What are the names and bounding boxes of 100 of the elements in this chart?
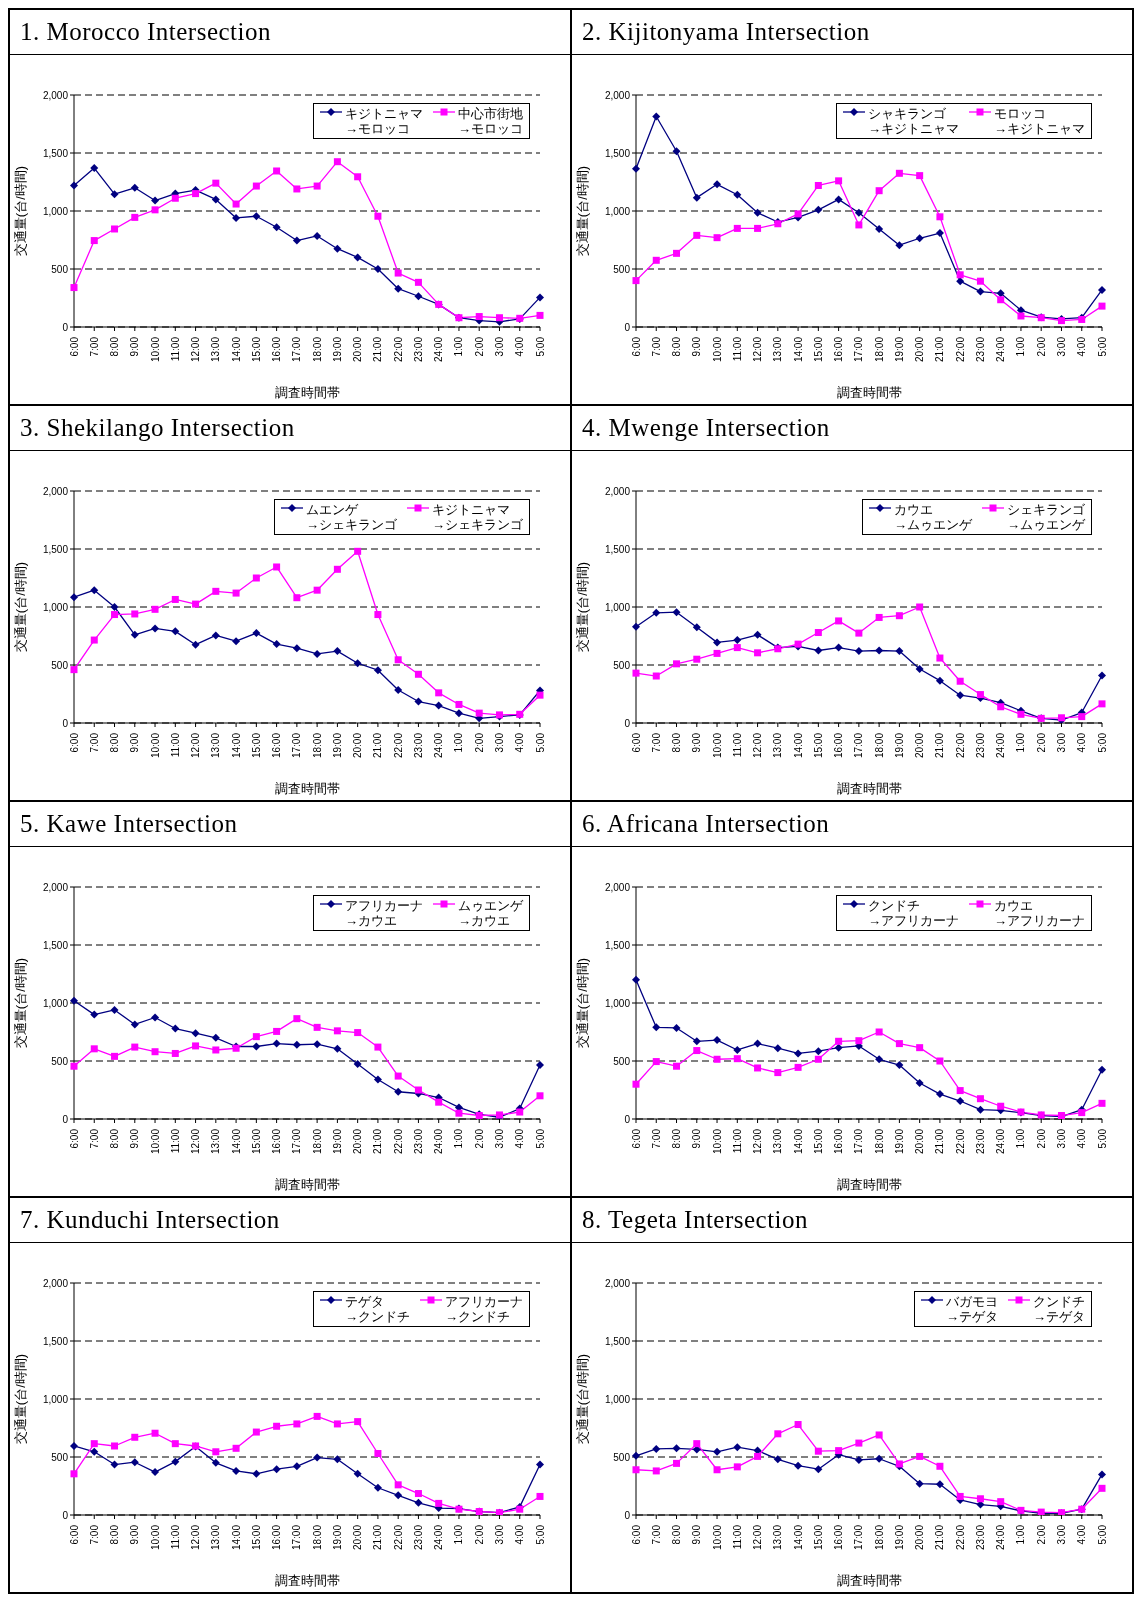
x-tick-label: 10:00 bbox=[711, 1128, 723, 1155]
y-tick-label: 500 bbox=[51, 1451, 69, 1463]
x-tick-label: 3:00 bbox=[1055, 1524, 1067, 1545]
chart-title: 5. Kawe Intersection bbox=[10, 802, 570, 847]
x-tick-label: 3:00 bbox=[493, 732, 505, 753]
x-tick-label: 24:00 bbox=[995, 336, 1007, 363]
y-tick-label: 2,000 bbox=[42, 485, 69, 497]
x-tick-label: 7:00 bbox=[650, 1524, 662, 1545]
x-tick-label: 3:00 bbox=[493, 1524, 505, 1545]
x-tick-label: 19:00 bbox=[331, 1128, 343, 1155]
x-tick-label: 1:00 bbox=[453, 732, 465, 753]
x-tick-label: 14:00 bbox=[230, 1128, 242, 1155]
x-tick-label: 10:00 bbox=[149, 732, 161, 759]
x-tick-label: 8:00 bbox=[109, 336, 121, 357]
y-tick-label: 2,000 bbox=[604, 89, 631, 101]
x-tick-label: 5:00 bbox=[1096, 1524, 1108, 1545]
x-tick-label: 14:00 bbox=[792, 1524, 804, 1551]
legend-label: カウエ →アフリカーナ bbox=[994, 898, 1085, 928]
x-tick-label: 15:00 bbox=[812, 732, 824, 759]
x-tick-label: 9:00 bbox=[691, 1128, 703, 1149]
x-tick-label: 13:00 bbox=[772, 1128, 784, 1155]
legend-label: シェキランゴ →ムゥエンゲ bbox=[1007, 502, 1085, 532]
x-tick-label: 7:00 bbox=[650, 732, 662, 753]
y-tick-label: 1,500 bbox=[42, 147, 69, 159]
y-tick-label: 0 bbox=[62, 1509, 69, 1521]
x-tick-label: 16:00 bbox=[271, 1128, 283, 1155]
x-tick-label: 11:00 bbox=[731, 1524, 743, 1550]
x-tick-label: 17:00 bbox=[853, 1524, 865, 1551]
y-axis-title: 交通量(台/時間) bbox=[12, 165, 28, 257]
legend-label: 中心市街地 →モロッコ bbox=[458, 106, 523, 136]
x-tick-label: 19:00 bbox=[331, 732, 343, 759]
x-tick-label: 20:00 bbox=[352, 336, 364, 363]
x-tick-label: 11:00 bbox=[731, 1128, 743, 1154]
y-axis-title: 交通量(台/時間) bbox=[574, 957, 590, 1049]
x-tick-label: 6:00 bbox=[68, 1128, 80, 1149]
y-tick-label: 1,000 bbox=[42, 601, 69, 613]
legend-label: ムゥエンゲ →カウエ bbox=[458, 898, 523, 928]
x-tick-label: 11:00 bbox=[169, 1128, 181, 1154]
x-tick-label: 11:00 bbox=[731, 732, 743, 758]
x-tick-label: 15:00 bbox=[250, 336, 262, 363]
x-tick-label: 15:00 bbox=[812, 1128, 824, 1155]
x-tick-label: 22:00 bbox=[954, 1128, 966, 1155]
y-axis-title: 交通量(台/時間) bbox=[12, 1353, 28, 1445]
x-tick-label: 2:00 bbox=[1035, 1128, 1047, 1149]
x-tick-label: 20:00 bbox=[352, 1128, 364, 1155]
chart-title: 8. Tegeta Intersection bbox=[572, 1198, 1132, 1243]
y-tick-label: 0 bbox=[62, 1113, 69, 1125]
x-tick-label: 1:00 bbox=[453, 336, 465, 357]
x-tick-label: 20:00 bbox=[352, 1524, 364, 1551]
x-tick-label: 4:00 bbox=[514, 1524, 526, 1545]
x-tick-label: 18:00 bbox=[311, 336, 323, 363]
x-tick-label: 22:00 bbox=[954, 1524, 966, 1551]
x-tick-label: 20:00 bbox=[914, 732, 926, 759]
chart-title: 1. Morocco Intersection bbox=[10, 10, 570, 55]
x-tick-label: 3:00 bbox=[1055, 732, 1067, 753]
x-axis-title: 調査時間帯 bbox=[836, 781, 902, 796]
x-tick-label: 17:00 bbox=[291, 1524, 303, 1551]
y-tick-label: 2,000 bbox=[604, 881, 631, 893]
y-tick-label: 1,500 bbox=[42, 1335, 69, 1347]
y-tick-label: 500 bbox=[613, 1451, 631, 1463]
x-tick-label: 13:00 bbox=[772, 732, 784, 759]
x-tick-label: 14:00 bbox=[230, 1524, 242, 1551]
x-tick-label: 21:00 bbox=[934, 732, 946, 759]
x-tick-label: 21:00 bbox=[372, 732, 384, 759]
x-tick-label: 2:00 bbox=[473, 336, 485, 357]
x-tick-label: 12:00 bbox=[752, 1128, 764, 1155]
x-tick-label: 13:00 bbox=[772, 1524, 784, 1551]
y-tick-label: 0 bbox=[62, 717, 69, 729]
x-tick-label: 18:00 bbox=[311, 1128, 323, 1155]
x-tick-label: 20:00 bbox=[914, 1128, 926, 1155]
x-tick-label: 24:00 bbox=[995, 1524, 1007, 1551]
x-tick-label: 8:00 bbox=[109, 1524, 121, 1545]
x-tick-label: 6:00 bbox=[68, 336, 80, 357]
x-tick-label: 12:00 bbox=[752, 732, 764, 759]
x-tick-label: 15:00 bbox=[812, 1524, 824, 1551]
x-tick-label: 19:00 bbox=[893, 336, 905, 363]
legend-label: キジトニャマ →モロッコ bbox=[345, 106, 423, 136]
x-tick-label: 12:00 bbox=[190, 1524, 202, 1551]
y-axis-title: 交通量(台/時間) bbox=[574, 561, 590, 653]
x-tick-label: 24:00 bbox=[433, 1524, 445, 1551]
x-tick-label: 17:00 bbox=[291, 732, 303, 759]
y-tick-label: 2,000 bbox=[42, 89, 69, 101]
x-tick-label: 24:00 bbox=[433, 732, 445, 759]
x-tick-label: 1:00 bbox=[453, 1524, 465, 1545]
x-tick-label: 10:00 bbox=[711, 336, 723, 363]
x-tick-label: 21:00 bbox=[372, 1524, 384, 1551]
x-tick-label: 24:00 bbox=[433, 1128, 445, 1155]
x-tick-label: 4:00 bbox=[1076, 336, 1088, 357]
x-tick-label: 4:00 bbox=[514, 336, 526, 357]
x-tick-label: 2:00 bbox=[473, 1524, 485, 1545]
x-tick-label: 4:00 bbox=[1076, 732, 1088, 753]
x-axis-title: 調査時間帯 bbox=[274, 1177, 340, 1192]
x-tick-label: 1:00 bbox=[453, 1128, 465, 1149]
x-tick-label: 5:00 bbox=[1096, 1128, 1108, 1149]
y-tick-label: 0 bbox=[62, 321, 69, 333]
y-tick-label: 1,000 bbox=[42, 205, 69, 217]
x-tick-label: 7:00 bbox=[88, 732, 100, 753]
x-tick-label: 12:00 bbox=[190, 336, 202, 363]
x-axis-title: 調査時間帯 bbox=[274, 781, 340, 796]
x-tick-label: 21:00 bbox=[372, 336, 384, 363]
